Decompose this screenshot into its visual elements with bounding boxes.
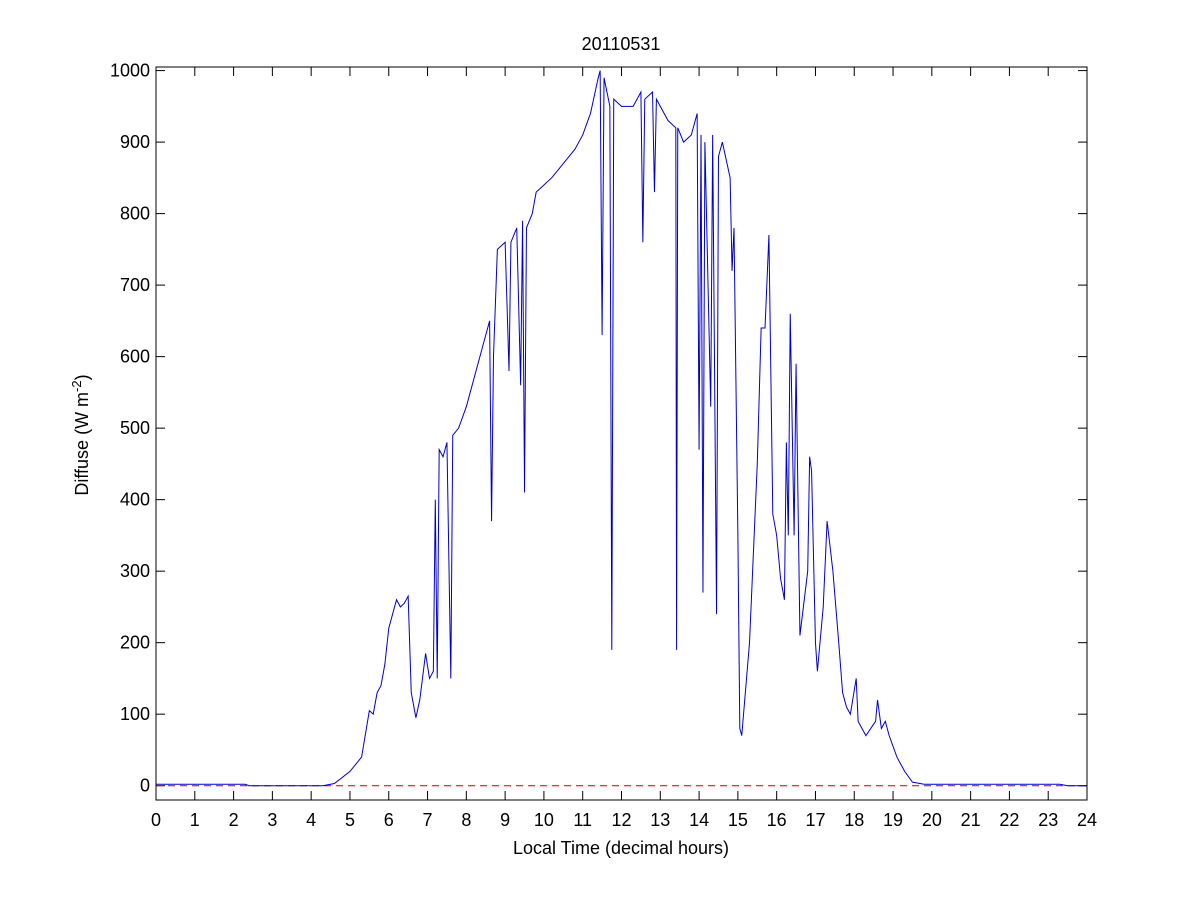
y-tick-label: 0 (140, 776, 150, 796)
x-tick-label: 13 (650, 810, 670, 830)
x-tick-label: 4 (306, 810, 316, 830)
x-tick-label: 2 (229, 810, 239, 830)
y-axis-label: Diffuse (W m-2) (69, 374, 92, 495)
x-tick-label: 16 (767, 810, 787, 830)
x-tick-label: 21 (961, 810, 981, 830)
x-tick-label: 23 (1038, 810, 1058, 830)
x-tick-label: 22 (999, 810, 1019, 830)
x-tick-label: 24 (1077, 810, 1097, 830)
y-tick-label: 500 (120, 418, 150, 438)
x-tick-label: 7 (423, 810, 433, 830)
y-label-after: ) (72, 374, 92, 380)
x-tick-label: 1 (190, 810, 200, 830)
x-tick-label: 17 (805, 810, 825, 830)
y-tick-label: 1000 (110, 61, 150, 81)
y-tick-label: 800 (120, 204, 150, 224)
chart-title: 20110531 (582, 34, 661, 54)
x-tick-label: 11 (573, 810, 592, 830)
x-tick-label: 10 (534, 810, 554, 830)
y-tick-label: 400 (120, 490, 150, 510)
y-label-sup: -2 (69, 380, 84, 392)
x-tick-label: 15 (728, 810, 748, 830)
y-tick-label: 600 (120, 347, 150, 367)
x-tick-label: 8 (461, 810, 471, 830)
y-tick-label: 100 (120, 704, 150, 724)
x-tick-label: 9 (500, 810, 510, 830)
x-tick-label: 19 (883, 810, 903, 830)
x-tick-label: 0 (151, 810, 161, 830)
y-tick-label: 900 (120, 132, 150, 152)
y-label-text: Diffuse (W m (72, 392, 92, 496)
y-tick-label: 200 (120, 633, 150, 653)
x-tick-label: 20 (922, 810, 942, 830)
y-tick-label: 700 (120, 275, 150, 295)
y-tick-label: 300 (120, 561, 150, 581)
data-line (156, 70, 1087, 787)
x-tick-label: 5 (345, 810, 355, 830)
x-tick-label: 3 (267, 810, 277, 830)
x-tick-label: 14 (689, 810, 709, 830)
x-tick-label: 18 (844, 810, 864, 830)
x-tick-label: 12 (611, 810, 631, 830)
x-axis-label: Local Time (decimal hours) (513, 838, 729, 858)
plot-frame (155, 66, 1088, 801)
x-tick-label: 6 (384, 810, 394, 830)
